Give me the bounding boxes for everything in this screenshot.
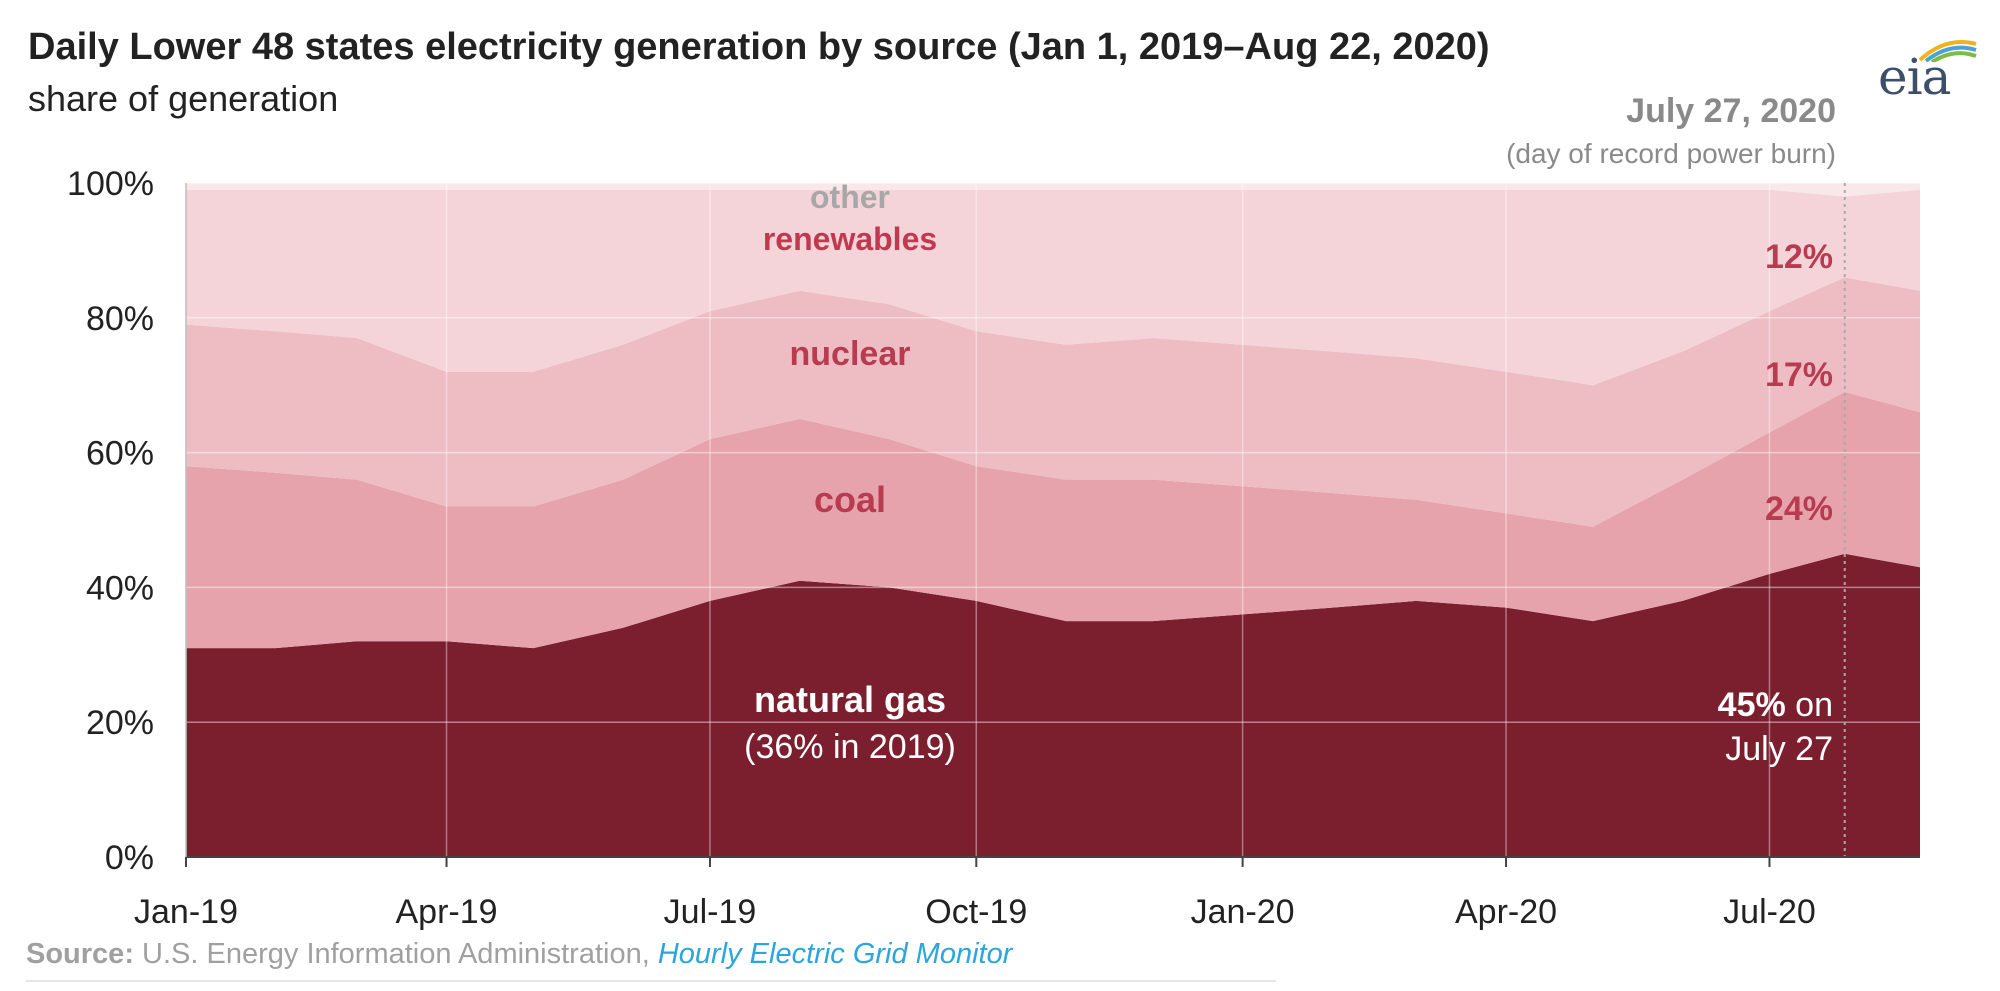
- logo-arc-icon: [1918, 40, 1977, 62]
- series-label-layer: natural gas (36% in 2019) coal nuclear renew…: [744, 179, 1833, 768]
- area-layer: [186, 183, 1920, 857]
- marker-annotation-note: (day of record power burn): [1506, 138, 1836, 169]
- axis-layer: 0% 20% 40% 60% 80% 100% Jan-19 Apr-19 Jul-19 Oct-…: [67, 165, 1920, 930]
- y-tick-label: 40%: [86, 569, 154, 607]
- area-renewables: [186, 189, 1920, 386]
- y-tick-label: 80%: [86, 300, 154, 338]
- value-label-nuclear: 17%: [1765, 356, 1833, 394]
- series-name-natural_gas: natural gas: [754, 679, 946, 720]
- y-tick-label: 0%: [105, 839, 154, 877]
- marker-annotation-date: July 27, 2020: [1626, 92, 1836, 130]
- callout-suffix: on: [1786, 686, 1833, 724]
- source-text: U.S. Energy Information Administration,: [133, 938, 658, 970]
- source-label: Source:: [26, 938, 134, 970]
- series-name-renewables: renewables: [763, 221, 937, 257]
- x-tick-label: Jan-20: [1191, 893, 1295, 930]
- x-tick-label: Jan-19: [134, 893, 238, 930]
- callout-date: July 27: [1725, 730, 1833, 768]
- series-name-other: other: [810, 179, 890, 215]
- chart-title: Daily Lower 48 states electricity genera…: [28, 26, 1490, 68]
- chart-subtitle: share of generation: [28, 78, 339, 119]
- y-tick-label: 60%: [86, 435, 154, 473]
- series-name-coal: coal: [814, 479, 886, 520]
- y-tick-label: 20%: [86, 704, 154, 742]
- area-nuclear: [186, 277, 1920, 527]
- y-tick-label: 100%: [67, 165, 154, 203]
- area-coal: [186, 391, 1920, 649]
- x-tick-label: Oct-19: [925, 893, 1027, 930]
- stacked-area-chart: 0% 20% 40% 60% 80% 100% Jan-19 Apr-19 Jul-19 Oct-…: [67, 165, 1920, 930]
- value-label-renewables: 12%: [1765, 238, 1833, 276]
- series-name-nuclear: nuclear: [790, 335, 911, 373]
- area-other: [186, 183, 1920, 197]
- area-natural_gas: [186, 553, 1920, 857]
- callout-percent: 45%: [1718, 686, 1786, 724]
- x-tick-label: Apr-19: [396, 893, 498, 930]
- x-tick-label: Jul-20: [1723, 893, 1816, 930]
- value-label-coal: 24%: [1765, 490, 1833, 528]
- eia-logo: eia: [1878, 30, 1978, 106]
- series-note-natural_gas: (36% in 2019): [744, 728, 956, 766]
- logo-text: eia: [1878, 48, 1951, 106]
- x-tick-label: Jul-19: [664, 893, 757, 930]
- callout-value: 45% on: [1718, 686, 1833, 724]
- x-tick-label: Apr-20: [1455, 893, 1557, 930]
- source-line: Source: U.S. Energy Information Administ…: [26, 938, 1012, 971]
- bottom-divider: [26, 980, 1276, 982]
- source-link[interactable]: Hourly Electric Grid Monitor: [657, 938, 1013, 970]
